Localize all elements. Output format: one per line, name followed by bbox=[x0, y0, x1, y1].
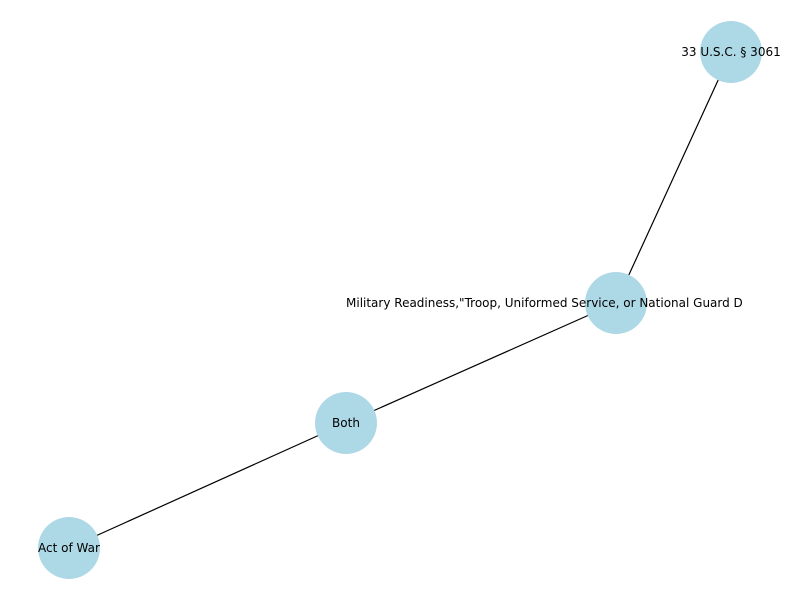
node-both[interactable]: Both bbox=[315, 392, 377, 454]
edges-layer bbox=[68, 51, 732, 549]
node-circle bbox=[315, 392, 377, 454]
node-military-readiness[interactable]: Military Readiness,"Troop, Uniformed Ser… bbox=[346, 272, 743, 334]
node-label-military-readiness: Military Readiness,"Troop, Uniformed Ser… bbox=[346, 296, 743, 310]
edge-military-readiness-to-usc bbox=[615, 51, 732, 304]
node-label-both: Both bbox=[332, 416, 360, 430]
node-act-of-war[interactable]: Act of War bbox=[38, 517, 100, 579]
node-label-usc: 33 U.S.C. § 3061 bbox=[681, 45, 780, 59]
node-circle bbox=[38, 517, 100, 579]
edge-both-to-military-readiness bbox=[345, 302, 617, 424]
nodes-layer: Act of War Both Military Readiness,"Troo… bbox=[38, 21, 781, 579]
node-usc[interactable]: 33 U.S.C. § 3061 bbox=[681, 21, 781, 83]
edge-act-of-war-to-both bbox=[68, 422, 347, 549]
node-label-act-of-war: Act of War bbox=[38, 541, 100, 555]
node-circle bbox=[700, 21, 762, 83]
node-circle bbox=[585, 272, 647, 334]
